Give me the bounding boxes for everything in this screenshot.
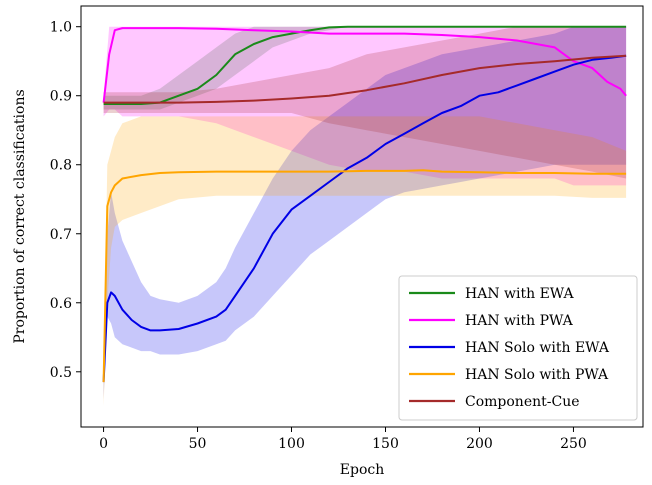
band-han-solo-with-ewa <box>103 26 627 400</box>
y-tick-label: 0.6 <box>50 296 72 312</box>
legend-box <box>398 275 638 421</box>
series-lines <box>102 25 627 383</box>
y-axis-ticks: 0.5 0.6 0.7 0.8 0.9 1.0 <box>50 20 81 381</box>
y-tick-label: 0.9 <box>50 89 72 105</box>
band-han-with-ewa <box>103 26 627 110</box>
legend-label-han-solo-with-pwa: HAN Solo with PWA <box>465 367 609 383</box>
y-tick-label: 0.8 <box>50 158 72 174</box>
legend-label-component-cue: Component-Cue <box>465 394 580 410</box>
y-tick-label: 0.5 <box>50 365 72 381</box>
legend: HAN with EWA HAN with PWA HAN Solo with EW… <box>398 275 638 421</box>
x-tick-label: 0 <box>99 436 108 452</box>
line-han-solo-with-pwa <box>102 169 627 383</box>
x-axis-label: Epoch <box>340 462 384 478</box>
x-tick-label: 200 <box>466 436 493 452</box>
legend-label-han-solo-with-ewa: HAN Solo with EWA <box>465 340 610 356</box>
legend-label-han-with-pwa: HAN with PWA <box>465 313 574 329</box>
line-han-with-pwa <box>102 27 627 103</box>
x-axis-ticks: 0 50 100 150 200 250 <box>99 427 587 452</box>
legend-label-han-with-ewa: HAN with EWA <box>465 286 574 302</box>
band-component-cue <box>103 26 627 179</box>
x-tick-label: 100 <box>278 436 305 452</box>
plot-frame <box>80 5 644 428</box>
y-tick-label: 0.7 <box>50 227 72 243</box>
y-tick-label: 1.0 <box>50 20 72 36</box>
line-han-solo-with-ewa <box>102 54 627 383</box>
x-tick-label: 250 <box>560 436 587 452</box>
line-component-cue <box>103 54 627 104</box>
band-han-solo-with-pwa <box>103 116 627 407</box>
x-tick-label: 50 <box>189 436 207 452</box>
x-tick-label: 150 <box>372 436 399 452</box>
y-axis-label: Proportion of correct classifications <box>12 89 28 343</box>
